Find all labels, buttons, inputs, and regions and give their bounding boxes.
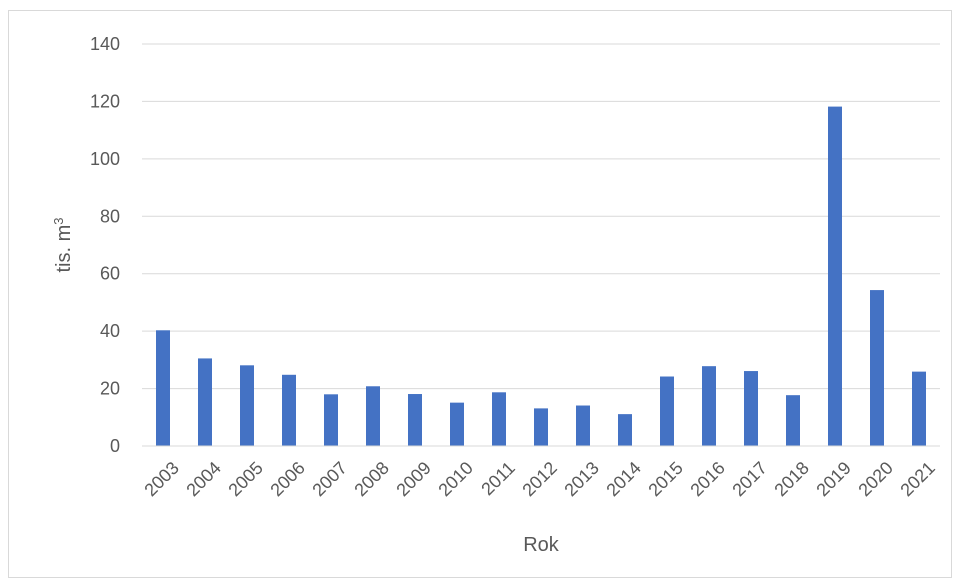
bar-2020 xyxy=(870,290,884,446)
y-tick-label: 100 xyxy=(90,149,120,169)
y-axis-title: tis. m3 xyxy=(51,217,76,272)
bar-2008 xyxy=(366,386,380,446)
x-tick-label: 2007 xyxy=(308,458,350,500)
bar-2011 xyxy=(492,392,506,446)
bar-2003 xyxy=(156,330,170,446)
x-tick-label: 2005 xyxy=(224,458,266,500)
bar-2016 xyxy=(702,366,716,446)
y-tick-label: 20 xyxy=(100,379,120,399)
x-tick-label: 2006 xyxy=(266,458,308,500)
x-tick-label: 2016 xyxy=(686,458,728,500)
y-tick-label: 80 xyxy=(100,206,120,226)
x-tick-label: 2008 xyxy=(350,458,392,500)
x-tick-label: 2004 xyxy=(182,458,224,500)
y-axis-title-superscript: 3 xyxy=(51,217,66,224)
bar-2014 xyxy=(618,414,632,446)
x-tick-label: 2009 xyxy=(392,458,434,500)
x-tick-label: 2017 xyxy=(728,458,770,500)
y-tick-label: 0 xyxy=(110,436,120,456)
x-tick-label: 2003 xyxy=(140,458,182,500)
bar-2021 xyxy=(912,371,926,446)
x-tick-label: 2018 xyxy=(770,458,812,500)
x-axis-title: Rok xyxy=(523,534,560,556)
chart-frame xyxy=(8,10,952,578)
y-tick-label: 60 xyxy=(100,264,120,284)
bar-2019 xyxy=(828,106,842,447)
x-tick-label: 2015 xyxy=(644,458,686,500)
x-tick-label: 2021 xyxy=(896,458,938,500)
bar-2009 xyxy=(408,394,422,446)
gridlines xyxy=(142,43,940,390)
y-tick-label: 40 xyxy=(100,321,120,341)
bar-2010 xyxy=(450,402,464,446)
x-tick-label: 2014 xyxy=(602,458,644,500)
x-tick-label: 2020 xyxy=(854,458,896,500)
x-tick-label: 2012 xyxy=(518,458,560,500)
y-tick-label: 140 xyxy=(90,34,120,54)
x-tick-label: 2011 xyxy=(477,458,519,500)
bar-2005 xyxy=(240,365,254,446)
bar-2012 xyxy=(534,408,548,446)
x-tick-label: 2019 xyxy=(812,458,854,500)
y-axis-title-text: tis. m xyxy=(53,225,75,273)
bar-2006 xyxy=(282,374,296,446)
y-axis-ticks: 0 20 40 60 80 100 120 140 xyxy=(90,34,120,456)
y-tick-label: 120 xyxy=(90,91,120,111)
x-tick-label: 2013 xyxy=(560,458,602,500)
bars xyxy=(156,106,926,447)
bar-2007 xyxy=(324,394,338,446)
bar-2015 xyxy=(660,376,674,446)
bar-2013 xyxy=(576,405,590,446)
bar-2004 xyxy=(198,358,212,446)
bar-2017 xyxy=(744,371,758,446)
x-axis-ticks: 2003 2004 2005 2006 2007 2008 2009 2010 2011 2012… xyxy=(140,458,938,500)
bar-2018 xyxy=(786,395,800,446)
x-tick-label: 2010 xyxy=(434,458,476,500)
